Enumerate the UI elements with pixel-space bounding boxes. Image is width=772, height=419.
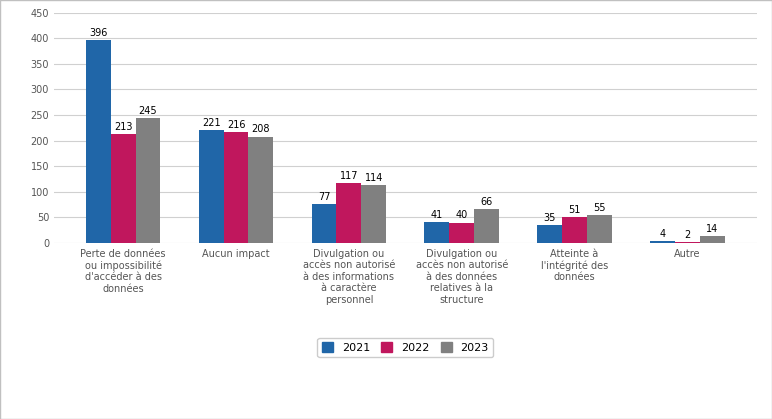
Text: 213: 213 [114, 122, 133, 132]
Bar [361, 185, 386, 243]
Text: 2: 2 [684, 230, 690, 240]
Text: 4: 4 [659, 229, 665, 239]
Legend: 2021, 2022, 2023: 2021, 2022, 2023 [317, 338, 493, 357]
Bar [562, 217, 587, 243]
Text: 208: 208 [252, 124, 270, 134]
Bar [224, 132, 249, 243]
Bar [86, 40, 111, 243]
Text: 41: 41 [431, 210, 443, 220]
Bar [111, 134, 136, 243]
Text: 396: 396 [90, 28, 107, 38]
Text: 221: 221 [202, 118, 221, 128]
Text: 66: 66 [480, 197, 493, 207]
Bar [474, 209, 499, 243]
Text: 245: 245 [139, 106, 157, 116]
Text: 216: 216 [227, 120, 245, 130]
Bar [312, 204, 337, 243]
Bar [699, 236, 725, 243]
Text: 51: 51 [568, 205, 581, 215]
Text: 14: 14 [706, 224, 718, 234]
Bar [337, 183, 361, 243]
Bar [449, 222, 474, 243]
Text: 55: 55 [593, 203, 605, 213]
Text: 117: 117 [340, 171, 358, 181]
Text: 40: 40 [455, 210, 468, 220]
Bar [537, 225, 562, 243]
Bar [136, 118, 161, 243]
Bar [675, 242, 699, 243]
Text: 114: 114 [364, 173, 383, 183]
Bar [587, 215, 611, 243]
Bar [249, 137, 273, 243]
Text: 77: 77 [318, 191, 330, 202]
Text: 35: 35 [543, 213, 556, 223]
Bar [199, 130, 224, 243]
Bar [650, 241, 675, 243]
Bar [425, 222, 449, 243]
